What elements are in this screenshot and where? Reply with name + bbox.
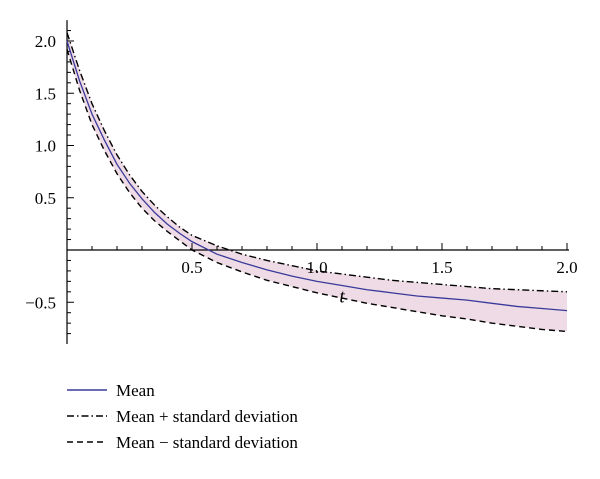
legend-label: Mean + standard deviation	[116, 407, 298, 426]
x-tick-label: 1.5	[431, 258, 452, 277]
std-band	[67, 32, 567, 332]
x-axis-label: t	[339, 286, 345, 307]
y-tick-label: −0.5	[25, 293, 56, 312]
series-line-1	[66, 32, 568, 293]
series-line-2	[66, 49, 568, 333]
legend: Mean Mean + standard deviation Mean − stan…	[67, 381, 298, 452]
y-tick-label: 1.5	[35, 84, 56, 103]
x-tick-label: 0.5	[181, 258, 202, 277]
ticks: 0.5 1.0 1.5 2.0 −0.5 0.5 1.0 1.5 2.0	[25, 30, 578, 335]
series-line-0	[66, 40, 568, 312]
x-tick-label: 1.0	[306, 258, 327, 277]
legend-label: Mean	[116, 381, 155, 400]
y-tick-label: 2.0	[35, 32, 56, 51]
legend-label: Mean − standard deviation	[116, 433, 298, 452]
y-tick-label: 1.0	[35, 137, 56, 156]
y-tick-label: 0.5	[35, 189, 56, 208]
std-band-layer	[67, 32, 567, 332]
x-tick-label: 2.0	[556, 258, 577, 277]
series-layer	[66, 32, 568, 333]
axes	[66, 20, 569, 345]
